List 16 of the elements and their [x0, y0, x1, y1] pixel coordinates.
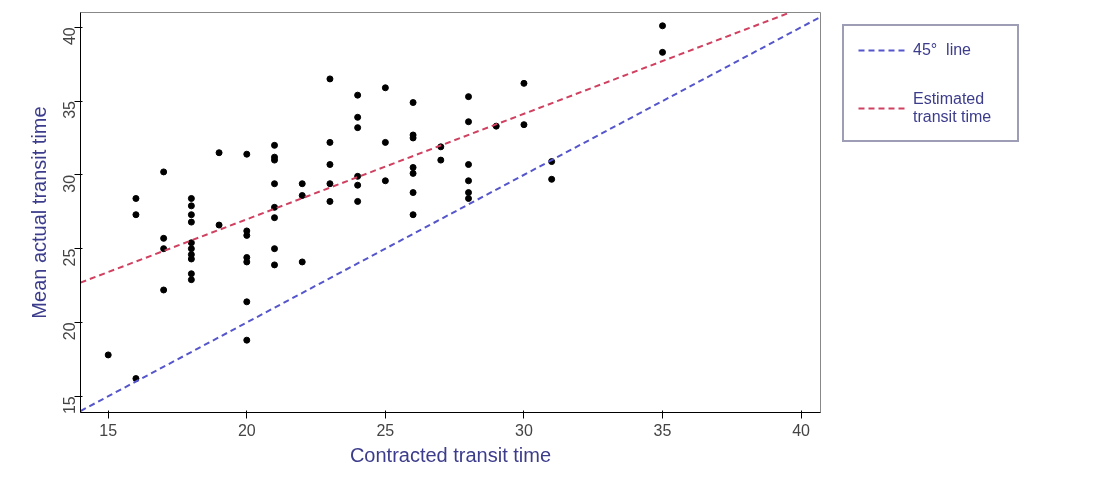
y-tick-label: 40 [61, 27, 79, 46]
x-axis-title: Contracted transit time [349, 443, 552, 466]
legend-label: Estimated transit time [913, 90, 993, 126]
x-tick-label: 25 [376, 421, 395, 439]
y-axis-title: Mean actual transit time [27, 106, 50, 319]
x-tick-label: 30 [515, 421, 533, 439]
y-tick-label: 30 [61, 174, 79, 193]
y-tick-label: 20 [61, 322, 79, 341]
y-tick-label: 25 [61, 248, 79, 267]
legend-label: 45° line [913, 41, 972, 59]
x-tick-label: 35 [653, 421, 672, 439]
y-tick-label: 35 [61, 100, 79, 119]
y-tick-label: 15 [61, 396, 79, 415]
x-tick-label: 40 [792, 421, 811, 439]
x-tick-label: 20 [237, 421, 256, 439]
x-tick-label: 15 [99, 421, 118, 439]
